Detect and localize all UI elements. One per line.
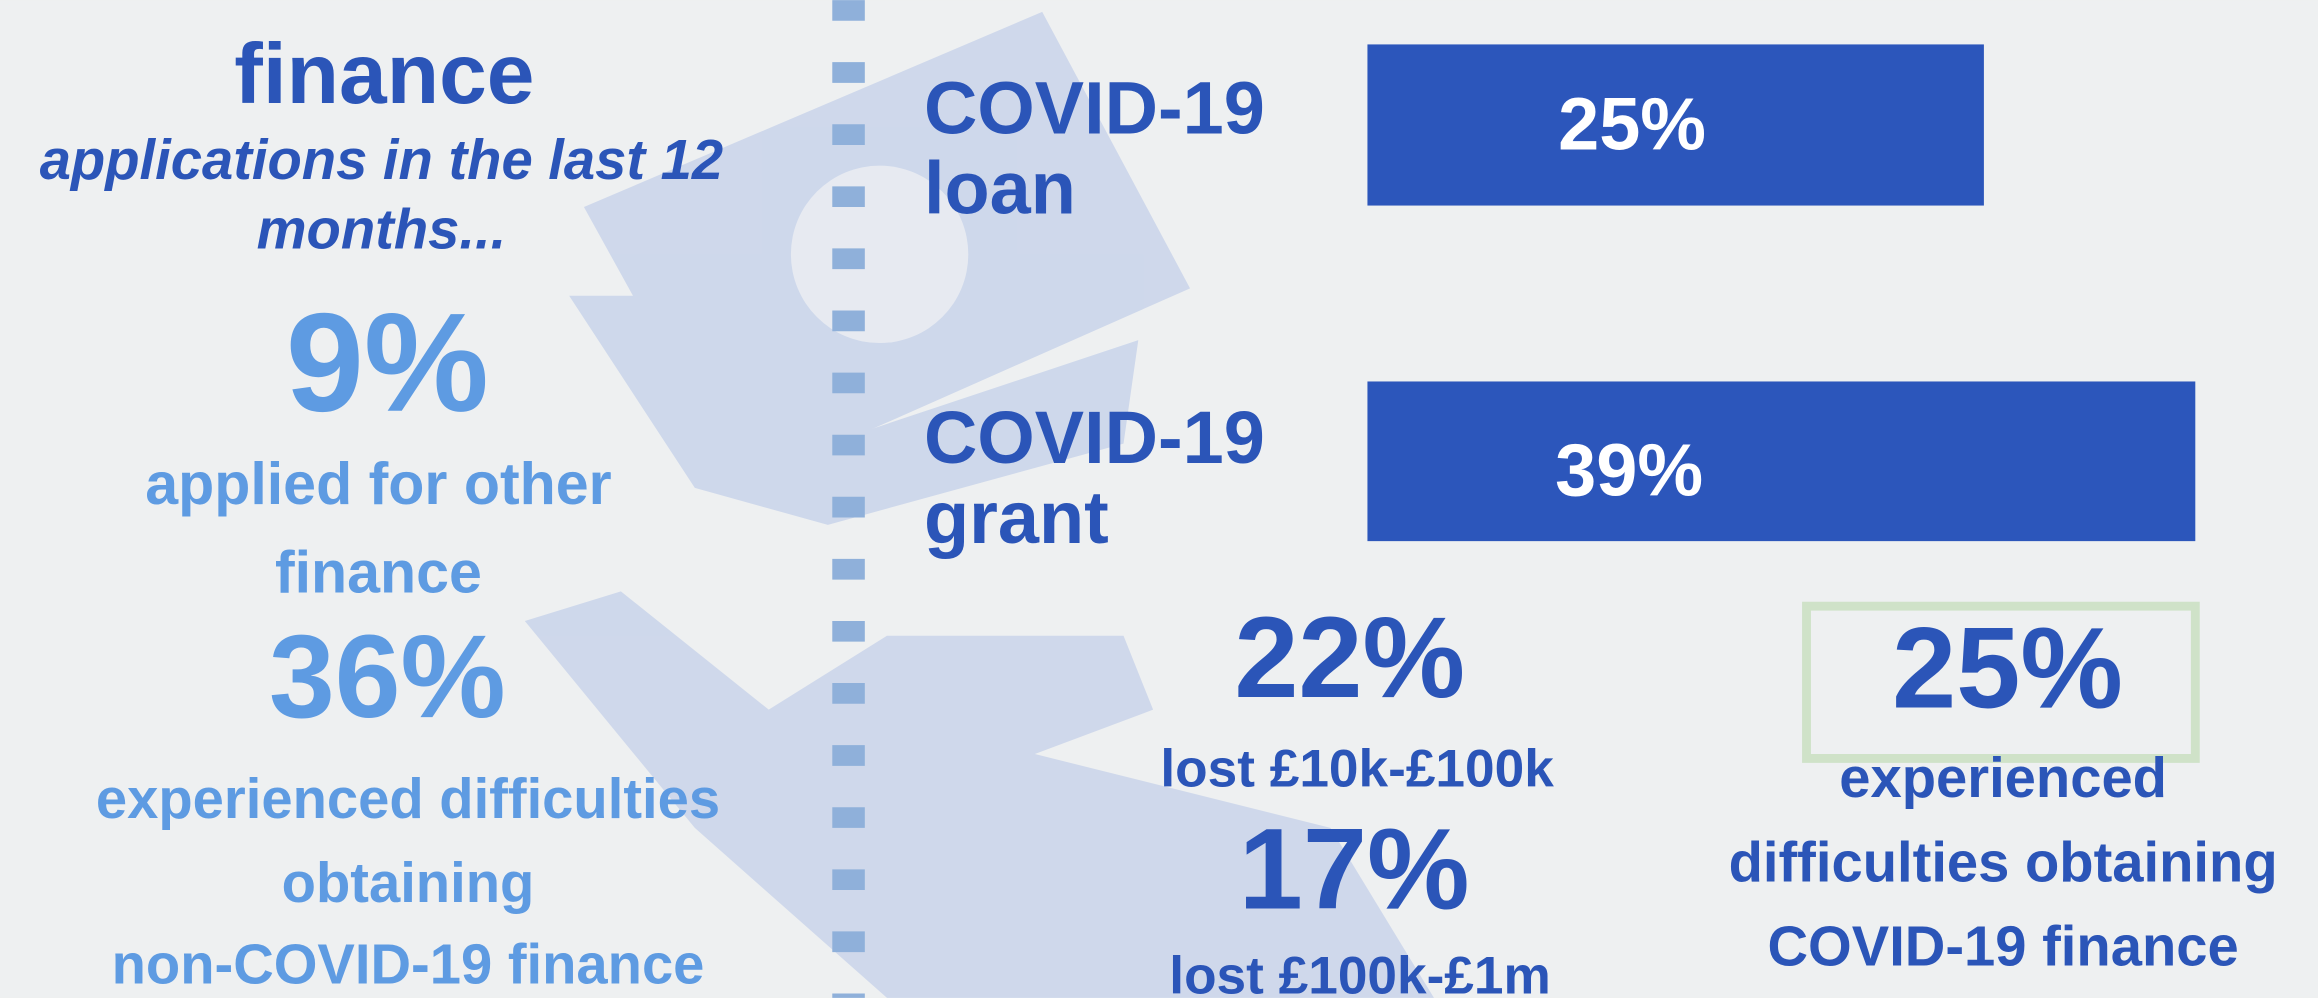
coin-icon <box>790 165 969 344</box>
bar-label: loan <box>924 146 1076 229</box>
highlight-box <box>1802 601 2200 763</box>
loss-label: lost £10k-£100k <box>1160 739 1554 798</box>
bar-label: grant <box>924 476 1109 559</box>
highlight-label: difficulties obtaining <box>1729 830 2278 893</box>
bar-label: COVID-19 <box>924 66 1265 149</box>
stat-value: 36% <box>269 611 506 743</box>
background-icons <box>524 11 1434 998</box>
stat-label: experienced difficulties <box>96 767 720 830</box>
stat-label: finance <box>275 539 482 606</box>
highlight-label: COVID-19 finance <box>1768 915 2239 978</box>
heading: finance <box>234 26 534 122</box>
subheading: applications in the last 12 <box>40 128 723 191</box>
loss-value: 22% <box>1234 594 1465 722</box>
stat-label: non-COVID-19 finance <box>112 932 705 995</box>
loss-label: lost £100k-£1m <box>1169 946 1551 998</box>
highlight-value: 25% <box>1892 604 2123 732</box>
bar-value: 25% <box>1558 83 1706 166</box>
bar-label: COVID-19 <box>924 396 1265 479</box>
hand-icon <box>524 591 1434 998</box>
loss-value: 17% <box>1239 805 1470 933</box>
bar <box>1367 44 1984 206</box>
bar <box>1367 381 2196 542</box>
bar-value: 39% <box>1555 429 1703 512</box>
highlight-label: experienced <box>1839 746 2167 809</box>
tray-icon <box>569 295 1139 525</box>
subheading: months... <box>257 198 507 261</box>
stat-label: obtaining <box>282 851 535 914</box>
stat-value: 9% <box>286 284 489 441</box>
stat-label: applied for other <box>145 450 611 517</box>
